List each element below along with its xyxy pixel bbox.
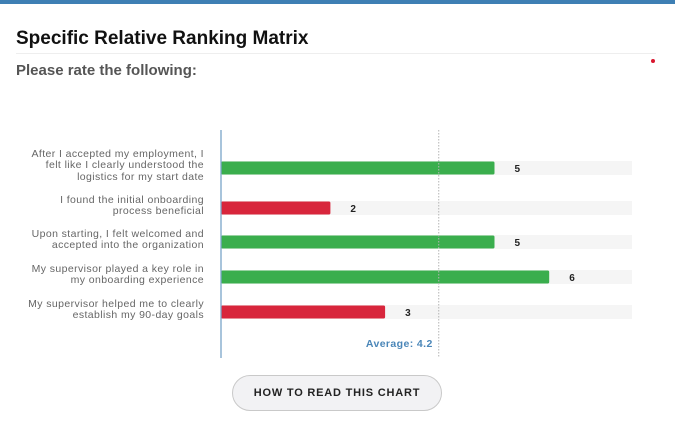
bar-value-label: 5: [515, 164, 521, 175]
how-to-read-chart-button[interactable]: HOW TO READ THIS CHART: [232, 375, 442, 411]
page-subtitle: Please rate the following:: [16, 62, 197, 79]
category-label: Upon starting, I felt welcomed and accept…: [4, 227, 204, 252]
category-label-line: My supervisor helped me to clearly: [28, 297, 204, 310]
category-label-line: My supervisor played a key role in: [31, 262, 204, 275]
ranking-bar-chart: 5 2 5 6 3 Average: 4.2: [220, 130, 576, 358]
bar: [221, 201, 331, 215]
title-divider: [16, 53, 656, 54]
bar-value-label: 5: [515, 238, 521, 249]
bar-value-label: 2: [350, 204, 356, 215]
bar: [221, 305, 386, 319]
category-label: I found the initial onboarding process be…: [4, 193, 204, 218]
category-label-line: establish my 90-day goals: [72, 309, 204, 321]
top-accent-bar: [0, 0, 675, 4]
page-title: Specific Relative Ranking Matrix: [16, 28, 309, 49]
category-label: My supervisor helped me to clearly establ…: [4, 297, 204, 322]
average-label: Average: 4.2: [366, 338, 433, 350]
bar-value-label: 3: [405, 308, 411, 319]
category-label: My supervisor played a key role in my onb…: [4, 262, 204, 287]
bar: [221, 161, 495, 175]
bar: [221, 235, 495, 249]
category-label-line: I found the initial onboarding: [60, 193, 204, 206]
status-dot: [651, 59, 655, 63]
category-label-line: accepted into the organization: [51, 239, 204, 251]
category-label-line: logistics for my start date: [77, 170, 204, 183]
category-label-line: After I accepted my employment, I: [31, 147, 204, 160]
category-label-line: felt like I clearly understood the: [45, 159, 204, 172]
bar: [221, 270, 550, 284]
category-label-line: my onboarding experience: [70, 274, 204, 286]
category-label-line: Upon starting, I felt welcomed and: [31, 227, 204, 240]
bar-value-label: 6: [569, 273, 575, 284]
category-label-line: process beneficial: [112, 205, 204, 217]
